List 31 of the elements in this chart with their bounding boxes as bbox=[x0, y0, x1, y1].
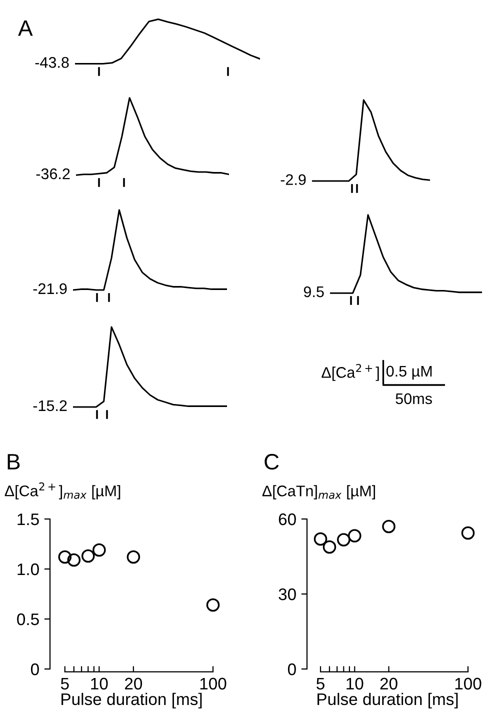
y-tick-label: 1.0 bbox=[18, 563, 39, 576]
text: -15.2 bbox=[33, 400, 67, 412]
x-tick-label: 10 bbox=[91, 678, 108, 690]
x-tick-label: 20 bbox=[125, 678, 142, 690]
text: 9.5 bbox=[304, 286, 324, 298]
text: 0.5 µM bbox=[386, 366, 432, 380]
y-tick-label: 0 bbox=[288, 663, 296, 676]
y-tick-label: 30 bbox=[278, 588, 296, 600]
y-tick-label: 0.5 bbox=[17, 613, 39, 626]
y-axis-title: Δ[Ca$^{2+}$]$_{max}$ [µM] bbox=[4, 482, 120, 500]
x-tick-label: 20 bbox=[380, 678, 398, 690]
text: -2.9 bbox=[280, 174, 306, 186]
y-axis-title: Δ[CaTn]$_{max}$ [µM] bbox=[262, 485, 376, 500]
x-tick-label: 100 bbox=[200, 678, 226, 690]
text: 50ms bbox=[396, 393, 432, 404]
x-tick-label: 10 bbox=[346, 678, 364, 690]
x-tick-label: 100 bbox=[455, 678, 482, 690]
y-tick-label: 0 bbox=[30, 663, 39, 676]
text: -43.8 bbox=[35, 57, 69, 68]
y-tick-label: 60 bbox=[278, 513, 296, 526]
chart-title: B bbox=[8, 454, 20, 470]
x-tick-label: 5 bbox=[60, 678, 69, 690]
y-tick-label: 1.5 bbox=[18, 514, 39, 526]
chart-title: A bbox=[18, 20, 33, 36]
x-axis-title: Pulse duration [ms] bbox=[62, 692, 202, 708]
text: -21.9 bbox=[33, 283, 67, 294]
text: Δ[Ca$^{2+}$] bbox=[322, 364, 379, 381]
chart-title: C bbox=[264, 454, 279, 470]
x-axis-title: Pulse duration [ms] bbox=[318, 692, 458, 708]
text: -36.2 bbox=[36, 168, 70, 180]
x-tick-label: 5 bbox=[316, 678, 324, 690]
